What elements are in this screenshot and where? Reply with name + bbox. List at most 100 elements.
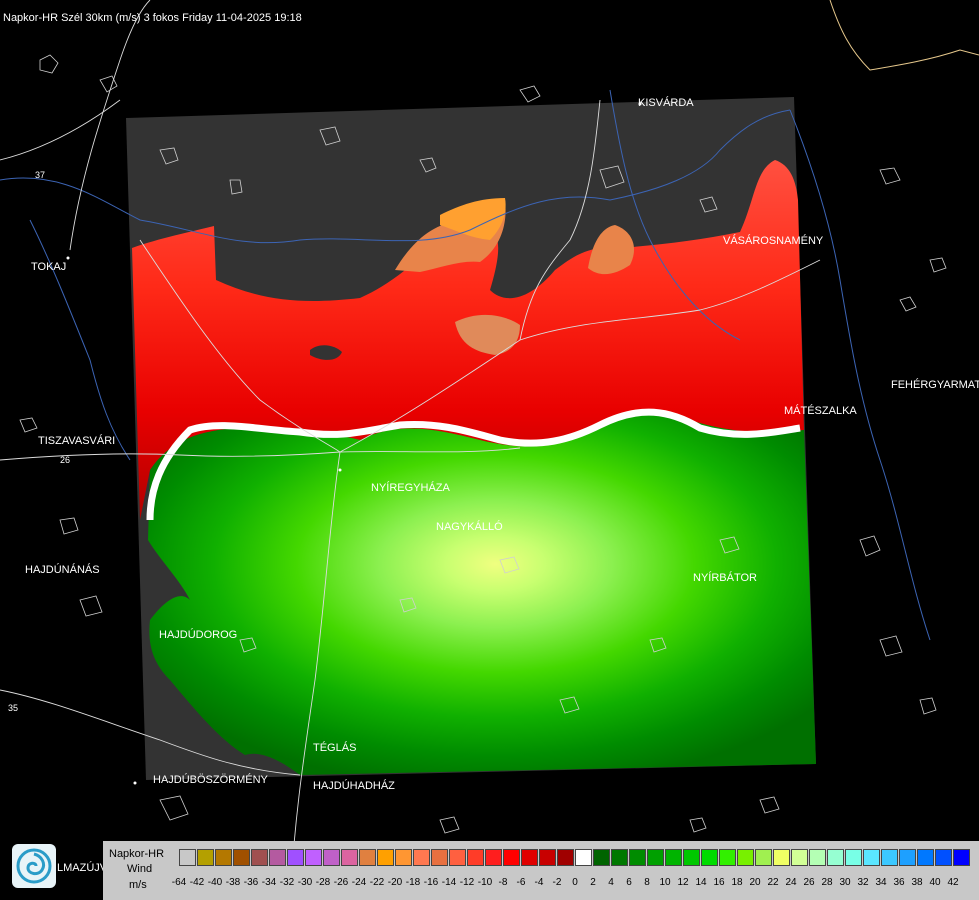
legend-swatch xyxy=(431,849,448,866)
legend-tick-label: 26 xyxy=(803,877,815,888)
legend-tick-label: 22 xyxy=(767,877,779,888)
legend-swatch xyxy=(395,849,412,866)
legend-tick-label: 38 xyxy=(911,877,923,888)
legend-swatch xyxy=(341,849,358,866)
country-border xyxy=(829,0,979,71)
legend-swatch xyxy=(215,849,232,866)
map-title: Napkor-HR Szél 30km (m/s) 3 fokos Friday… xyxy=(3,12,302,24)
legend-tick-label: 6 xyxy=(626,877,632,888)
legend-tick-label: 0 xyxy=(572,877,578,888)
legend-swatch xyxy=(323,849,340,866)
legend-swatches xyxy=(179,849,971,868)
legend-tick-label: 40 xyxy=(929,877,941,888)
legend-tick-label: -18 xyxy=(405,877,421,888)
city-label-hajduhadhaz: HAJDÚHADHÁZ xyxy=(313,780,395,792)
provider-logo xyxy=(12,844,56,888)
city-label-nyirbator: NYÍRBÁTOR xyxy=(693,572,757,584)
legend-tick-label: -14 xyxy=(441,877,457,888)
legend-tick-label: -64 xyxy=(171,877,187,888)
legend-swatch xyxy=(701,849,718,866)
legend-tick-label: -4 xyxy=(534,877,544,888)
legend-tick-label: -34 xyxy=(261,877,277,888)
legend-tick-label: -38 xyxy=(225,877,241,888)
legend-tick-label: 12 xyxy=(677,877,689,888)
city-label-teglas: TÉGLÁS xyxy=(313,742,357,754)
legend-tick-label: -2 xyxy=(552,877,562,888)
legend-tick-label: 34 xyxy=(875,877,887,888)
legend-tick-label: 18 xyxy=(731,877,743,888)
legend-tick-label: -16 xyxy=(423,877,439,888)
legend-swatch xyxy=(575,849,592,866)
legend-tick-label: 20 xyxy=(749,877,761,888)
legend-tick-label: -30 xyxy=(297,877,313,888)
legend-swatch xyxy=(359,849,376,866)
legend-swatch xyxy=(593,849,610,866)
legend-tick-label: -28 xyxy=(315,877,331,888)
city-label-tiszavasvari: TISZAVASVÁRI xyxy=(38,435,116,447)
city-markers xyxy=(66,102,642,785)
wind-field-positive xyxy=(148,411,816,775)
legend-swatch xyxy=(755,849,772,866)
legend-swatch xyxy=(809,849,826,866)
legend-title: Napkor-HR xyxy=(109,848,165,860)
legend-tick-label: -6 xyxy=(516,877,526,888)
legend-tick-label: 10 xyxy=(659,877,671,888)
road-number-label: 26 xyxy=(60,455,71,465)
wind-core-orange-east xyxy=(588,225,635,275)
legend-tick-label: 28 xyxy=(821,877,833,888)
legend-swatch xyxy=(557,849,574,866)
zero-velocity-line xyxy=(146,408,801,521)
legend-swatch xyxy=(827,849,844,866)
legend-tick-label: -8 xyxy=(498,877,508,888)
legend-swatch xyxy=(539,849,556,866)
city-label-hajdudorog: HAJDÚDOROG xyxy=(159,629,238,641)
legend-quantity: Wind xyxy=(127,863,153,875)
legend-swatch xyxy=(791,849,808,866)
legend-tick-label: 16 xyxy=(713,877,725,888)
legend-swatch xyxy=(485,849,502,866)
legend-swatch xyxy=(413,849,430,866)
legend-tick-label: 24 xyxy=(785,877,797,888)
legend-tick-label: -26 xyxy=(333,877,349,888)
legend-swatch xyxy=(737,849,754,866)
legend-swatch xyxy=(935,849,952,866)
legend-swatch xyxy=(881,849,898,866)
legend-swatch xyxy=(863,849,880,866)
legend-swatch xyxy=(305,849,322,866)
city-label-fehergyarmat: FEHÉRGYARMAT xyxy=(891,379,979,391)
legend-swatch xyxy=(269,849,286,866)
settlement-outlines xyxy=(19,54,947,834)
legend-tick-label: 32 xyxy=(857,877,869,888)
legend-swatch xyxy=(683,849,700,866)
legend-tick-label: -22 xyxy=(369,877,385,888)
legend-swatch xyxy=(197,849,214,866)
legend-swatch xyxy=(917,849,934,866)
city-label-nagykallo: NAGYKÁLLÓ xyxy=(436,521,503,533)
legend-tick-label: -12 xyxy=(459,877,475,888)
no-data-patch xyxy=(310,345,342,360)
legend-swatch xyxy=(503,849,520,866)
legend-tick-label: 2 xyxy=(590,877,596,888)
city-label-vasarosnameny: VÁSÁROSNAMÉNY xyxy=(723,235,824,247)
legend-tick-label: -10 xyxy=(477,877,493,888)
city-label-mateszalka: MÁTÉSZALKA xyxy=(784,405,857,417)
legend-swatch xyxy=(845,849,862,866)
swirl-logo-icon xyxy=(16,848,52,884)
wind-core-orange-center xyxy=(455,314,520,355)
legend-swatch xyxy=(179,849,196,866)
legend-swatch xyxy=(719,849,736,866)
road-number-label: 35 xyxy=(8,703,19,713)
river-lines xyxy=(0,89,931,641)
legend-tick-label: 4 xyxy=(608,877,614,888)
legend-swatch xyxy=(287,849,304,866)
legend-swatch xyxy=(647,849,664,866)
road-number-label: 37 xyxy=(35,170,46,180)
legend-swatch xyxy=(467,849,484,866)
legend-tick-label: -24 xyxy=(351,877,367,888)
legend-tick-label: 30 xyxy=(839,877,851,888)
legend-swatch xyxy=(233,849,250,866)
city-label-hajduboszormeny: HAJDÚBÖSZÖRMÉNY xyxy=(153,774,268,786)
legend-tick-label: -40 xyxy=(207,877,223,888)
